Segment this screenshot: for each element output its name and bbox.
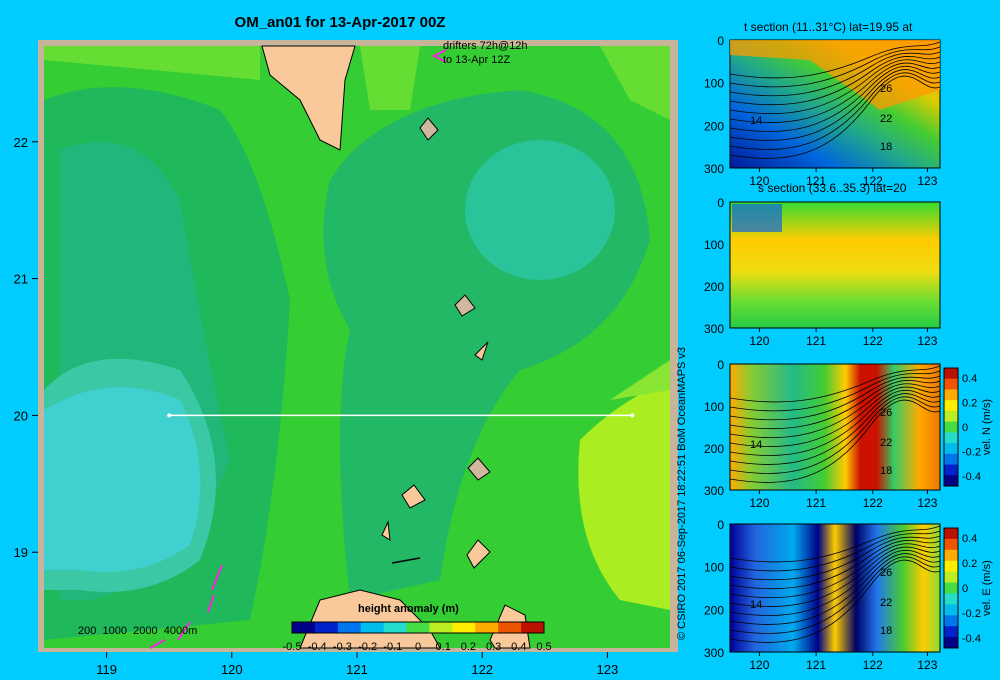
lon-tick: 121 [806,174,826,188]
lat-tick: 20 [14,408,28,423]
lon-tick: 120 [749,174,769,188]
contour-label: 18 [880,141,892,153]
lon-tick: 121 [806,334,826,348]
map-title: OM_an01 for 13-Apr-2017 00Z [234,14,446,31]
lon-tick: 120 [749,658,769,672]
map-axes: 119 120 121 122 123 19 20 21 22 [14,135,635,677]
colorbar-tick: 0.1 [436,641,451,653]
depth-tick: 200 [704,603,724,617]
lon-tick: 123 [597,662,619,677]
depth-tick: 200 [704,280,724,294]
velocity-tick: 0.2 [962,558,977,570]
lon-tick: 123 [917,496,937,510]
contour-label: 14 [750,599,762,611]
velocity-tick: -0.2 [962,447,981,459]
lon-tick: 122 [863,174,883,188]
velocity-tick: 0 [962,583,968,595]
drifter-track [431,49,447,63]
depth-tick: 100 [704,77,724,91]
colorbar-tick: -0.5 [283,641,302,653]
contour-label: 22 [880,113,892,125]
contour-label: 26 [880,567,892,579]
colorbar-tick: 0.3 [486,641,501,653]
lon-tick: 121 [806,496,826,510]
drifters-label: drifters 72h@12h [443,40,528,52]
depth-tick: 300 [704,162,724,176]
colorbar-tick: 0.2 [461,641,476,653]
lon-tick: 121 [346,662,368,677]
depth-tick: 100 [704,400,724,414]
depth-tick: 200 [704,442,724,456]
section-ve: 14 26 22 18 0 100 200 300 120 121 122 123 0.4 0.2 0 -0.… [704,518,993,672]
lon-tick: 123 [917,658,937,672]
lon-tick: 120 [749,496,769,510]
velocity-label: vel. E (m/s) [981,560,993,616]
contour-label: 18 [880,465,892,477]
depth-tick: 200 [704,119,724,133]
lat-tick: 21 [14,272,28,287]
t-section-title: t section (11..31°C) lat=19.95 at [744,20,913,34]
s-section-title: s section (33.6..35.3) lat=20 [758,181,907,195]
colorbar-tick: 0.4 [511,641,526,653]
depth-tick: 100 [704,238,724,252]
lat-tick: 19 [14,545,28,560]
contour-label: 14 [750,115,762,127]
depth-tick: 300 [704,646,724,660]
eddy-core [465,140,615,280]
lon-tick: 122 [471,662,493,677]
section-t: 14 26 22 18 0 100 200 300 120 121 122 123 [704,34,941,188]
velocity-tick: -0.2 [962,608,981,620]
velocity-tick: 0.2 [962,398,977,410]
velocity-colorbar: 0.4 0.2 0 -0.2 -0.4 vel. E (m/s) [943,527,993,649]
lon-tick: 119 [96,662,117,677]
velocity-tick: -0.4 [962,633,981,645]
colorbar-tick: 0.5 [536,641,551,653]
velocity-tick: -0.4 [962,471,981,483]
section-s: 0 100 200 300 120 121 122 123 [704,196,941,348]
colorbar-tick: -0.2 [358,641,377,653]
low-core [44,387,201,573]
colorbar-tick: -0.3 [333,641,352,653]
lon-tick: 123 [917,334,937,348]
lon-tick: 123 [917,174,937,188]
high-band [578,380,670,610]
colorbar-tick: -0.4 [308,641,327,653]
velocity-label: vel. N (m/s) [981,399,993,455]
contour-label: 18 [880,625,892,637]
shallow-band [44,46,260,80]
depth-tick: 300 [704,484,724,498]
lon-tick: 122 [863,334,883,348]
lon-tick: 122 [863,496,883,510]
velocity-tick: 0 [962,422,968,434]
lon-tick: 121 [806,658,826,672]
contour-label: 22 [880,437,892,449]
section-vn: 14 26 22 18 0 100 200 300 120 121 122 123 0.4 0.2 0 -0.… [704,358,993,510]
lon-tick: 120 [221,662,243,677]
drifters-label-2: to 13-Apr 12Z [443,54,511,66]
depth-tick: 0 [717,34,724,48]
depth-tick: 300 [704,322,724,336]
velocity-tick: 0.4 [962,373,977,385]
velocity-tick: 0.4 [962,533,977,545]
contour-label: 22 [880,597,892,609]
contour-label: 26 [880,83,892,95]
contour-label: 26 [880,407,892,419]
depth-tick: 0 [717,358,724,372]
lon-tick: 122 [863,658,883,672]
lat-tick: 22 [14,135,28,150]
velocity-colorbar: 0.4 0.2 0 -0.2 -0.4 vel. N (m/s) [943,367,993,487]
depth-tick: 0 [717,518,724,532]
depth-tick: 0 [717,196,724,210]
colorbar-tick: 0 [415,641,421,653]
depth-tick: 100 [704,561,724,575]
colorbar-title: height anomaly (m) [358,603,459,615]
depth-scale: 200 1000 2000 4000m [78,625,198,637]
colorbar-tick: -0.1 [383,641,402,653]
lon-tick: 120 [749,334,769,348]
contour-label: 14 [750,439,762,451]
land-taiwan [261,45,356,151]
height-colorbar: -0.5 -0.4 -0.3 -0.2 -0.1 0 0.1 0.2 0.3 0.4 0.5 [283,621,552,653]
